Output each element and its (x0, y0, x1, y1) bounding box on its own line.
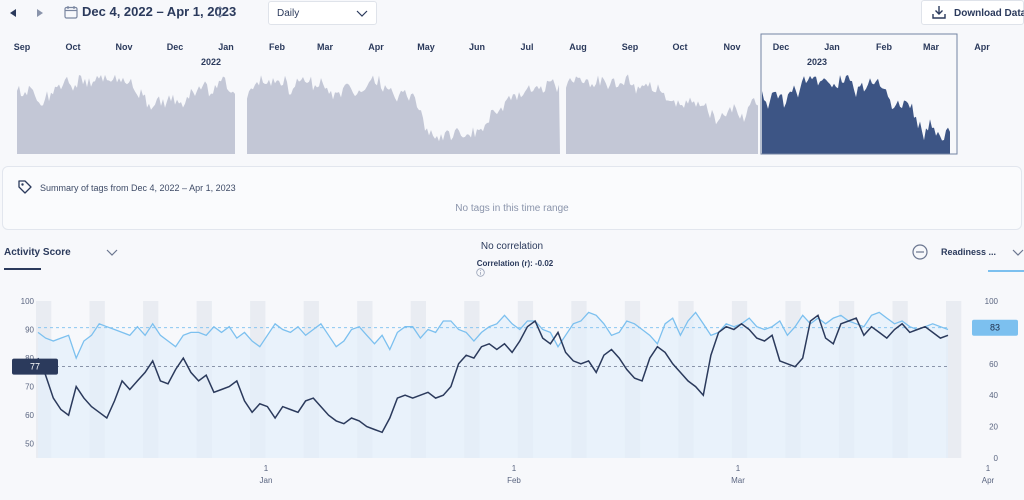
timeline-month-label: Jun (468, 42, 486, 52)
chevron-down-icon (1012, 249, 1024, 256)
timeline-month-label: May (417, 42, 435, 52)
right-axis-tick: 100 (985, 297, 999, 306)
timeline-month-label: Mar (922, 42, 940, 52)
timeline-month-label: Feb (875, 42, 893, 52)
download-icon (932, 6, 946, 19)
x-axis-tick-month: Mar (731, 476, 745, 485)
timeline-month-label: Apr (974, 42, 990, 52)
timeline-month-label: Dec (166, 42, 184, 52)
timeline-month-label: Oct (65, 42, 81, 52)
correlation-value: Correlation (r): -0.02 (476, 259, 554, 268)
right-metric-underline (988, 270, 1024, 272)
timeline-overview[interactable] (0, 32, 1024, 157)
tag-icon (18, 180, 32, 194)
left-metric-select[interactable]: Activity Score (4, 244, 119, 270)
left-axis-tick: 70 (25, 383, 34, 392)
timeline-month-label: Nov (115, 42, 133, 52)
x-axis-tick-day: 1 (264, 464, 269, 473)
timeline-month-label: Nov (723, 42, 741, 52)
left-axis-tick: 60 (25, 411, 34, 420)
timeline-year-label: 2023 (806, 57, 828, 67)
timeline-month-label: Aug (569, 42, 587, 52)
right-average-badge (972, 319, 1018, 336)
readiness-line (37, 311, 949, 360)
right-axis-tick: 0 (994, 454, 999, 463)
timeline-month-label: Mar (316, 42, 334, 52)
tags-summary-panel: Summary of tags from Dec 4, 2022 – Apr 1… (2, 166, 1022, 230)
timeline-selection-window[interactable] (760, 33, 958, 155)
left-axis-tick: 50 (25, 440, 34, 449)
interval-select[interactable]: Daily (268, 1, 377, 25)
timeline-month-label: Oct (672, 42, 688, 52)
interval-value: Daily (277, 8, 300, 19)
left-axis-tick: 80 (25, 354, 34, 363)
left-average-value: 77 (30, 362, 40, 372)
date-range-picker[interactable]: Dec 4, 2022 – Apr 1, 2023 (64, 3, 237, 21)
readiness-area (38, 312, 948, 458)
minus-circle-icon[interactable] (912, 244, 928, 260)
x-axis-tick-day: 1 (736, 464, 741, 473)
download-label: Download Data (954, 8, 1024, 19)
x-axis-tick-month: Jan (260, 476, 273, 485)
x-axis-tick-month: Apr (982, 476, 995, 485)
right-axis-tick: 40 (989, 391, 998, 400)
timeline-month-label: Apr (368, 42, 384, 52)
right-axis-tick: 20 (989, 423, 998, 432)
left-metric-underline (4, 268, 41, 270)
timeline-month-label: Feb (268, 42, 286, 52)
prev-range-button[interactable] (8, 7, 20, 19)
left-metric-label: Activity Score (4, 247, 71, 258)
download-data-button[interactable]: Download Data (921, 0, 1024, 25)
timeline-month-label: Jan (824, 42, 840, 52)
weekend-band (946, 301, 962, 458)
timeline-month-label: Dec (772, 42, 790, 52)
right-metric-label: Readiness ... (941, 247, 997, 257)
chevron-right-icon (37, 9, 43, 17)
chevron-down-icon (356, 10, 368, 17)
tags-summary-title: Summary of tags from Dec 4, 2022 – Apr 1… (40, 183, 236, 193)
chevron-left-icon (10, 9, 16, 17)
right-axis-tick: 60 (989, 360, 998, 369)
overview-area (762, 75, 950, 154)
date-range-label: Dec 4, 2022 – Apr 1, 2023 (82, 4, 237, 19)
overview-area (566, 74, 758, 154)
calendar-icon (64, 6, 78, 19)
next-range-button[interactable] (34, 7, 46, 19)
left-axis-tick: 90 (25, 326, 34, 335)
left-average-badge (12, 358, 58, 375)
correlation-title: No correlation (480, 241, 544, 252)
left-axis-tick: 100 (21, 297, 35, 306)
tags-empty-message: No tags in this time range (455, 203, 569, 214)
right-average-value: 83 (990, 323, 1000, 333)
info-icon[interactable] (476, 268, 485, 277)
chevron-down-icon (106, 249, 118, 256)
timeline-month-label: Jul (520, 42, 534, 52)
overview-area (247, 75, 560, 154)
sort-arrows-icon (216, 6, 224, 18)
x-axis-tick-month: Feb (507, 476, 521, 485)
x-axis-tick-day: 1 (512, 464, 517, 473)
x-axis-tick-day: 1 (986, 464, 991, 473)
timeline-year-label: 2022 (200, 57, 222, 67)
timeline-month-label: Jan (218, 42, 234, 52)
activity-line (37, 314, 949, 434)
overview-area (17, 74, 235, 154)
timeline-month-label: Sep (621, 42, 639, 52)
timeline-month-label: Sep (13, 42, 31, 52)
right-metric-select[interactable]: Readiness ... (912, 244, 1024, 272)
